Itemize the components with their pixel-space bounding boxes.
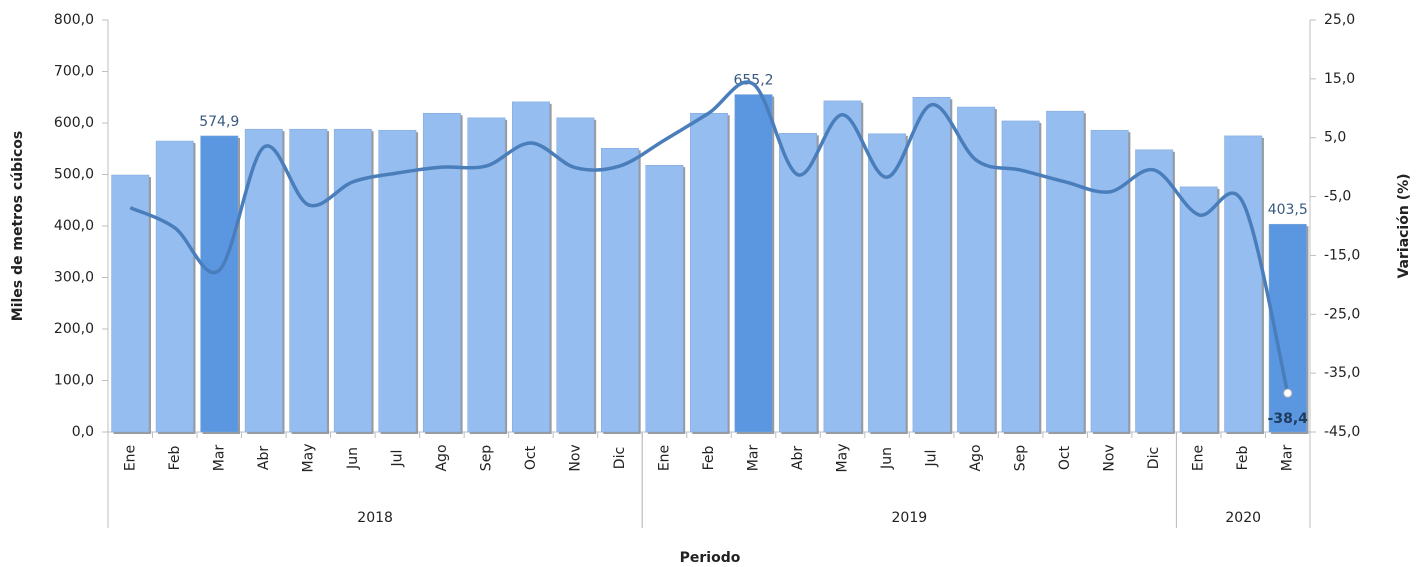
bar — [422, 112, 461, 433]
bar — [244, 128, 283, 433]
x-tick-label: Sep — [1013, 445, 1029, 472]
bar — [734, 94, 773, 433]
x-tick-label: Nov — [1102, 444, 1118, 471]
x-tick-label: May — [300, 444, 316, 473]
x-tick-label: Oct — [1057, 445, 1073, 470]
bar — [690, 112, 728, 433]
y2-tick-label: -35,0 — [1324, 365, 1360, 381]
bar — [467, 117, 506, 433]
x-tick-label: Ago — [434, 444, 450, 471]
y2-axis-title: Variación (%) — [1396, 173, 1412, 278]
line — [129, 80, 1290, 394]
y2-tick-label: -45,0 — [1324, 424, 1360, 440]
x-tick-label: Ago — [968, 444, 984, 471]
y-tick-label: 200,0 — [54, 321, 94, 337]
bar — [601, 147, 639, 433]
bar — [957, 106, 996, 433]
group-label: 2020 — [1225, 510, 1261, 526]
bar — [289, 128, 328, 433]
x-tick-label: Dic — [612, 447, 628, 469]
y2-tick-label: 5,0 — [1324, 130, 1346, 146]
bar — [645, 164, 684, 433]
bar — [1135, 149, 1174, 433]
bar — [155, 140, 194, 433]
x-tick-label: Abr — [790, 446, 806, 470]
bar — [1224, 135, 1263, 433]
x-tick-label: Feb — [1235, 445, 1251, 470]
y-tick-label: 300,0 — [54, 270, 94, 286]
y2-tick-label: -5,0 — [1324, 189, 1351, 205]
x-tick-label: Sep — [478, 445, 494, 472]
bar — [868, 133, 907, 433]
x-tick-label: Jul — [389, 450, 405, 468]
x-tick-label: Ene — [1191, 445, 1207, 471]
x-tick-label: Jun — [879, 447, 895, 470]
bar — [1046, 110, 1085, 433]
y-tick-label: 500,0 — [54, 167, 94, 183]
bar-value-label: 574,9 — [199, 114, 239, 130]
group-label: 2019 — [892, 510, 928, 526]
line-value-label: -38,4 — [1268, 411, 1309, 427]
y-tick-label: 800,0 — [54, 12, 94, 28]
bar — [200, 135, 239, 433]
x-tick-label: Oct — [523, 445, 539, 470]
y2-tick-label: 25,0 — [1324, 12, 1355, 28]
bar — [1090, 129, 1129, 433]
x-tick-label: Ene — [122, 445, 138, 471]
bar-value-label: 655,2 — [733, 73, 773, 89]
bar — [378, 129, 417, 433]
group-label: 2018 — [357, 510, 393, 526]
x-tick-label: May — [835, 444, 851, 473]
x-tick-label: Mar — [1280, 445, 1296, 472]
bar — [111, 174, 150, 433]
x-tick-label: Jul — [924, 450, 940, 468]
y2-tick-label: 15,0 — [1324, 71, 1355, 87]
y-tick-label: 400,0 — [54, 218, 94, 234]
bar-value-label: 403,5 — [1268, 202, 1308, 218]
x-tick-label: Mar — [746, 445, 762, 472]
y2-tick-label: -15,0 — [1324, 247, 1360, 263]
x-tick-label: Dic — [1146, 447, 1162, 469]
bar — [912, 97, 951, 433]
bar — [823, 100, 862, 433]
x-tick-label: Feb — [167, 445, 183, 470]
y-tick-label: 100,0 — [54, 373, 94, 389]
line-marker — [1283, 388, 1293, 398]
bar — [779, 133, 817, 433]
y2-tick-label: -25,0 — [1324, 306, 1360, 322]
y-axis-title: Miles de metros cúbicos — [10, 131, 26, 321]
x-tick-label: Mar — [211, 445, 227, 472]
x-tick-label: Jun — [345, 447, 361, 470]
bar — [1001, 120, 1040, 433]
bar — [556, 117, 595, 433]
x-tick-label: Ene — [656, 445, 672, 471]
y-tick-label: 600,0 — [54, 115, 94, 131]
x-tick-label: Nov — [567, 444, 583, 471]
bar — [333, 128, 372, 433]
bar — [511, 101, 550, 433]
x-axis-title: Periodo — [680, 550, 741, 566]
x-tick-label: Abr — [256, 446, 272, 470]
bar — [1179, 186, 1218, 433]
y-tick-label: 0,0 — [72, 424, 94, 440]
y-tick-label: 700,0 — [54, 64, 94, 80]
x-tick-label: Feb — [701, 445, 717, 470]
